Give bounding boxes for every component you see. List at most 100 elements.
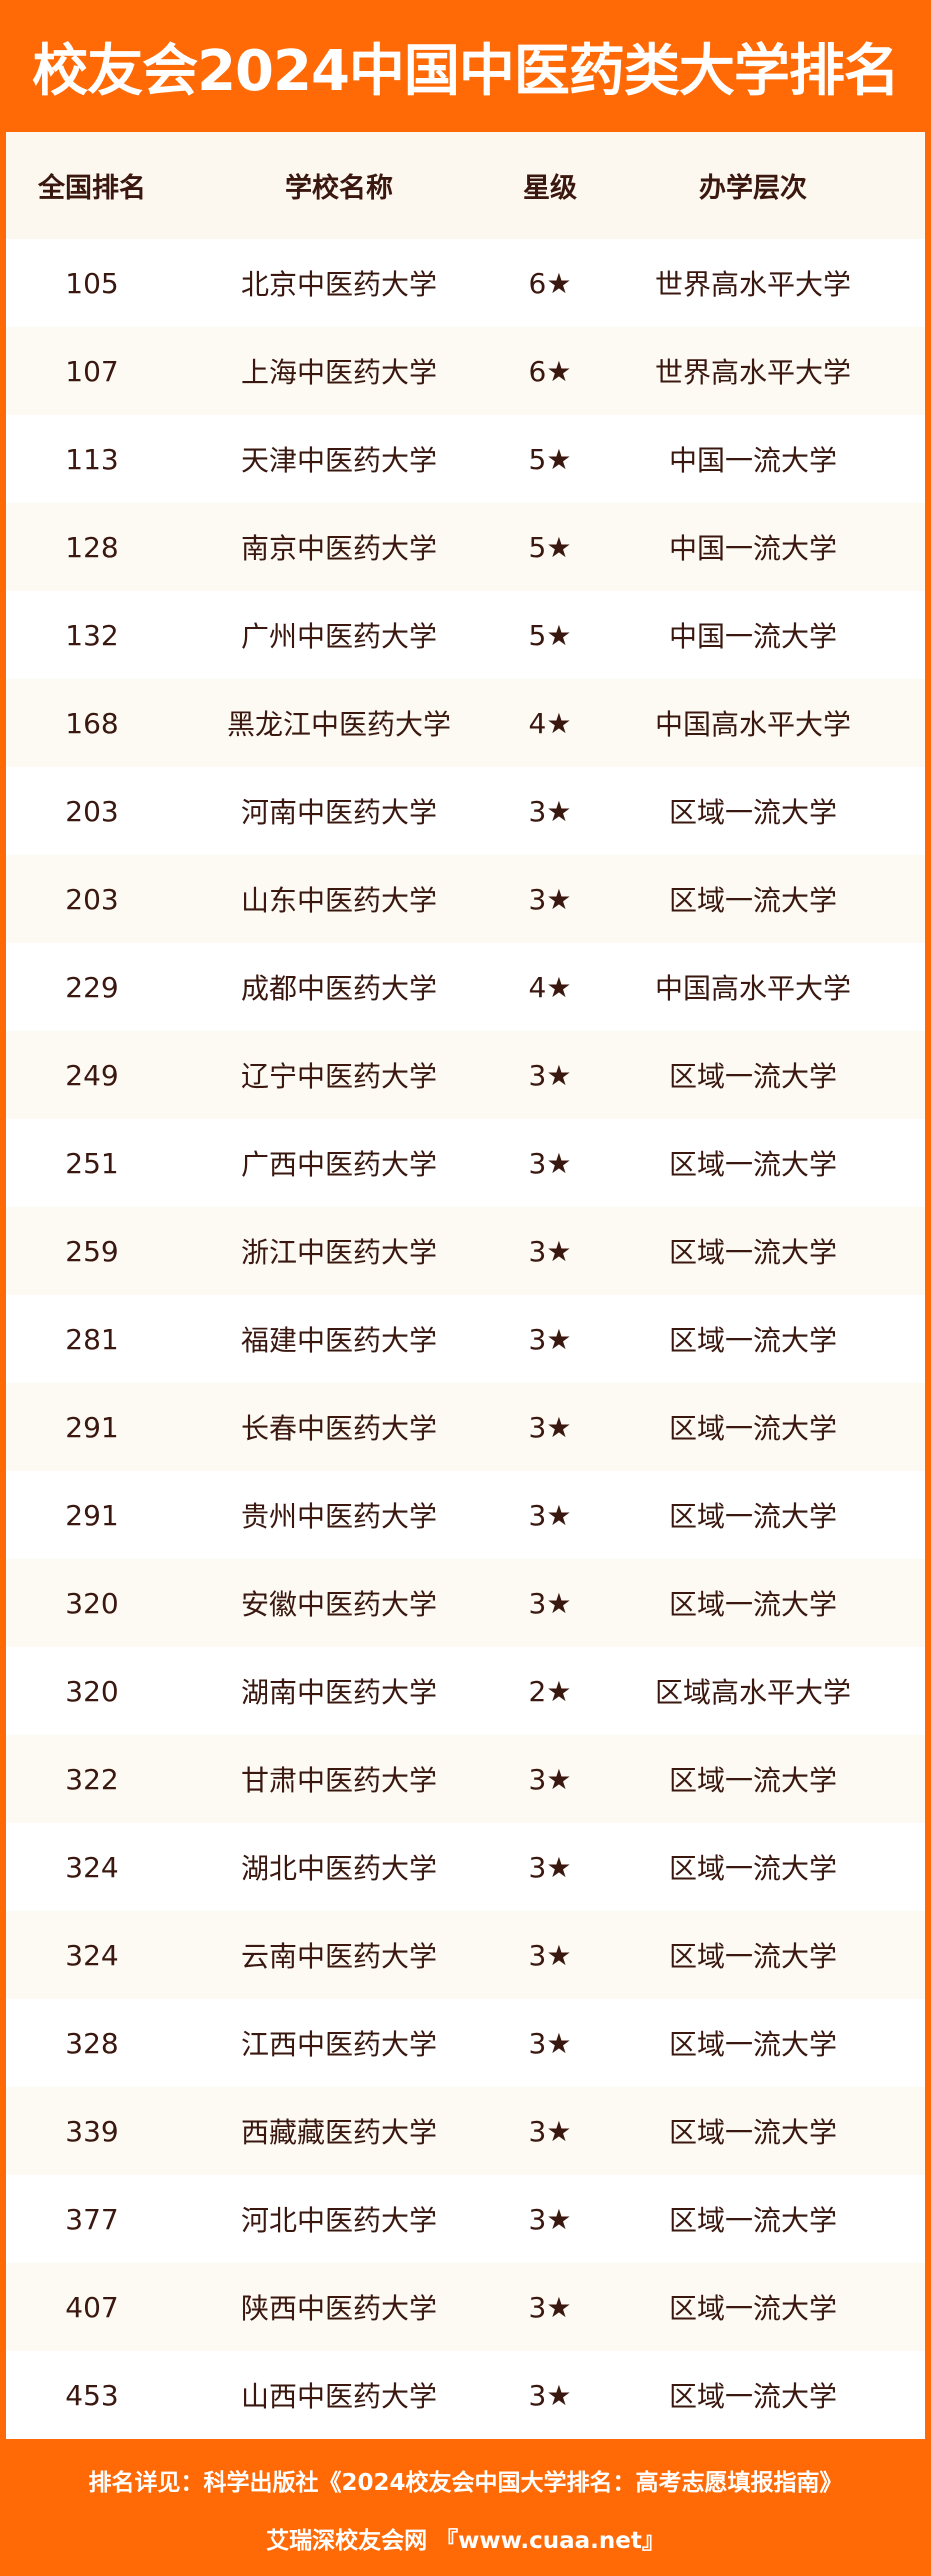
cell-rank: 229	[65, 970, 119, 1004]
table-row: 168 黑龙江中医药大学 4★ 中国高水平大学	[6, 679, 925, 767]
cell-rank: 113	[65, 442, 119, 476]
cell-level: 区域一流大学	[668, 1940, 838, 1973]
cell-stars: 5★	[528, 530, 572, 564]
cell-stars: 3★	[528, 1586, 572, 1620]
cell-rank: 128	[65, 530, 119, 564]
cell-school: 天津中医药大学	[240, 444, 438, 477]
cell-stars: 6★	[528, 354, 572, 388]
cell-stars: 3★	[528, 1322, 572, 1356]
page-title: 校友会2024中国中医药类大学排名	[32, 38, 900, 104]
cell-stars: 3★	[528, 1762, 572, 1796]
cell-rank: 324	[65, 1938, 119, 1972]
cell-stars: 4★	[528, 706, 572, 740]
cell-level: 区域一流大学	[668, 796, 838, 829]
cell-school: 上海中医药大学	[240, 356, 438, 389]
cell-level: 中国一流大学	[668, 444, 838, 477]
cell-rank: 203	[65, 882, 119, 916]
cell-school: 山西中医药大学	[240, 2380, 438, 2413]
cell-school: 成都中医药大学	[240, 972, 438, 1005]
cell-level: 区域一流大学	[668, 2204, 838, 2237]
cell-stars: 3★	[528, 1234, 572, 1268]
cell-level: 区域一流大学	[668, 2116, 838, 2149]
table-row: 113 天津中医药大学 5★ 中国一流大学	[6, 415, 925, 503]
cell-rank: 105	[65, 266, 119, 300]
cell-school: 安徽中医药大学	[240, 1588, 438, 1621]
cell-stars: 3★	[528, 2026, 572, 2060]
cell-level: 中国高水平大学	[654, 972, 852, 1005]
cell-level: 区域一流大学	[668, 1148, 838, 1181]
cell-school: 山东中医药大学	[240, 884, 438, 917]
cell-rank: 291	[65, 1498, 119, 1532]
cell-rank: 339	[65, 2114, 119, 2148]
cell-level: 区域一流大学	[668, 1500, 838, 1533]
cell-rank: 281	[65, 1322, 119, 1356]
cell-rank: 407	[65, 2290, 119, 2324]
footer-source: 排名详见：科学出版社《2024校友会中国大学排名：高考志愿填报指南》	[88, 2470, 843, 2496]
cell-rank: 320	[65, 1674, 119, 1708]
table-row: 328 江西中医药大学 3★ 区域一流大学	[6, 1999, 925, 2087]
cell-school: 陕西中医药大学	[240, 2292, 438, 2325]
cell-level: 区域一流大学	[668, 1324, 838, 1357]
header-school: 学校名称	[285, 173, 393, 204]
header-level: 办学层次	[699, 173, 807, 204]
cell-stars: 3★	[528, 794, 572, 828]
table-row: 453 山西中医药大学 3★ 区域一流大学	[6, 2351, 925, 2439]
cell-school: 江西中医药大学	[240, 2028, 438, 2061]
cell-rank: 377	[65, 2202, 119, 2236]
cell-school: 湖北中医药大学	[240, 1852, 438, 1885]
cell-school: 广州中医药大学	[240, 620, 438, 653]
table-row: 320 湖南中医药大学 2★ 区域高水平大学	[6, 1647, 925, 1735]
cell-level: 区域高水平大学	[654, 1676, 852, 1709]
cell-level: 区域一流大学	[668, 2028, 838, 2061]
cell-rank: 132	[65, 618, 119, 652]
cell-level: 中国一流大学	[668, 620, 838, 653]
cell-level: 区域一流大学	[668, 1852, 838, 1885]
ranking-table: 全国排名 学校名称 星级 办学层次 105 北京中医药大学 6★ 世界高水平大学 107…	[6, 132, 925, 2439]
cell-school: 甘肃中医药大学	[240, 1764, 438, 1797]
cell-school: 北京中医药大学	[240, 268, 438, 301]
table-row: 229 成都中医药大学 4★ 中国高水平大学	[6, 943, 925, 1031]
cell-school: 西藏藏医药大学	[240, 2116, 438, 2149]
cell-stars: 3★	[528, 1146, 572, 1180]
cell-rank: 322	[65, 1762, 119, 1796]
cell-rank: 328	[65, 2026, 119, 2060]
table-row: 291 贵州中医药大学 3★ 区域一流大学	[6, 1471, 925, 1559]
cell-level: 区域一流大学	[668, 1412, 838, 1445]
cell-stars: 3★	[528, 1410, 572, 1444]
cell-school: 辽宁中医药大学	[240, 1060, 438, 1093]
cell-school: 河南中医药大学	[240, 796, 438, 829]
cell-stars: 3★	[528, 1058, 572, 1092]
cell-level: 区域一流大学	[668, 1236, 838, 1269]
table-row: 320 安徽中医药大学 3★ 区域一流大学	[6, 1559, 925, 1647]
table-body: 105 北京中医药大学 6★ 世界高水平大学 107 上海中医药大学 6★ 世界高水平大学 11…	[6, 239, 925, 2439]
cell-rank: 251	[65, 1146, 119, 1180]
header-stars: 星级	[523, 173, 577, 204]
table-row: 291 长春中医药大学 3★ 区域一流大学	[6, 1383, 925, 1471]
table-row: 377 河北中医药大学 3★ 区域一流大学	[6, 2175, 925, 2263]
cell-rank: 259	[65, 1234, 119, 1268]
cell-school: 河北中医药大学	[240, 2204, 438, 2237]
table-row: 322 甘肃中医药大学 3★ 区域一流大学	[6, 1735, 925, 1823]
cell-rank: 203	[65, 794, 119, 828]
cell-school: 贵州中医药大学	[240, 1500, 438, 1533]
table-row: 105 北京中医药大学 6★ 世界高水平大学	[6, 239, 925, 327]
table-header: 全国排名 学校名称 星级 办学层次	[6, 132, 925, 239]
table-row: 251 广西中医药大学 3★ 区域一流大学	[6, 1119, 925, 1207]
cell-rank: 168	[65, 706, 119, 740]
table-row: 324 湖北中医药大学 3★ 区域一流大学	[6, 1823, 925, 1911]
cell-level: 区域一流大学	[668, 1588, 838, 1621]
footer: 排名详见：科学出版社《2024校友会中国大学排名：高考志愿填报指南》 艾瑞深校友…	[0, 2439, 931, 2576]
table-row: 203 河南中医药大学 3★ 区域一流大学	[6, 767, 925, 855]
cell-school: 长春中医药大学	[240, 1412, 438, 1445]
cell-stars: 3★	[528, 2290, 572, 2324]
table-row: 203 山东中医药大学 3★ 区域一流大学	[6, 855, 925, 943]
cell-level: 区域一流大学	[668, 2292, 838, 2325]
footer-site: 艾瑞深校友会网 『www.cuaa.net』	[266, 2528, 665, 2554]
table-row: 132 广州中医药大学 5★ 中国一流大学	[6, 591, 925, 679]
table-row: 339 西藏藏医药大学 3★ 区域一流大学	[6, 2087, 925, 2175]
cell-stars: 3★	[528, 2378, 572, 2412]
cell-school: 南京中医药大学	[240, 532, 438, 565]
cell-stars: 2★	[528, 1674, 572, 1708]
table-row: 259 浙江中医药大学 3★ 区域一流大学	[6, 1207, 925, 1295]
table-row: 128 南京中医药大学 5★ 中国一流大学	[6, 503, 925, 591]
